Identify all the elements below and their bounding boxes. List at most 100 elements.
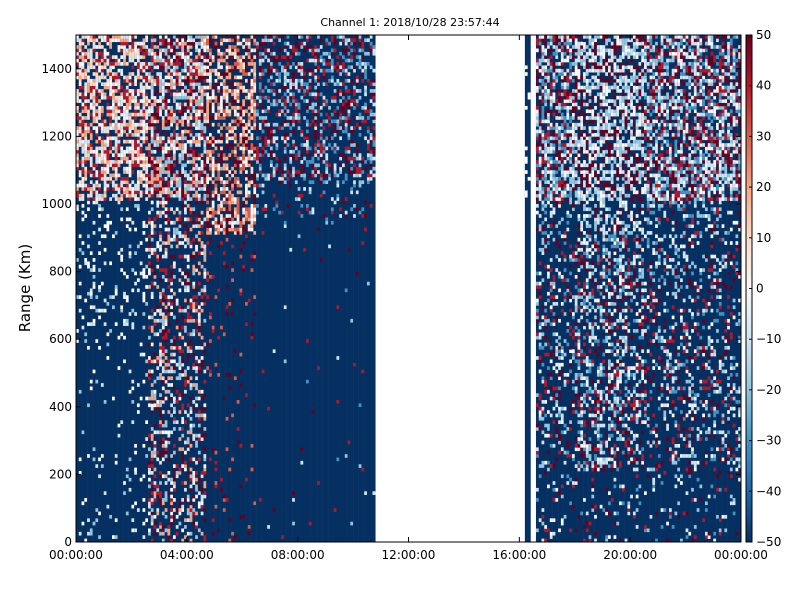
heatmap-cell bbox=[89, 62, 93, 66]
heatmap-cell bbox=[186, 447, 190, 452]
heatmap-cell bbox=[161, 457, 165, 462]
heatmap-cell bbox=[286, 109, 290, 114]
heatmap-cell bbox=[178, 268, 182, 272]
heatmap-cell bbox=[366, 109, 371, 114]
heatmap-cell bbox=[148, 356, 152, 360]
heatmap-cell bbox=[292, 149, 296, 154]
heatmap-column bbox=[547, 35, 551, 542]
heatmap-cell bbox=[184, 237, 188, 242]
heatmap-cell bbox=[322, 180, 326, 185]
heatmap-cell bbox=[250, 180, 254, 185]
heatmap-cell bbox=[538, 133, 542, 137]
heatmap-cell bbox=[239, 78, 243, 83]
heatmap-cell bbox=[220, 126, 224, 130]
heatmap-cell bbox=[544, 460, 548, 465]
heatmap-cell bbox=[87, 126, 91, 130]
heatmap-cell bbox=[164, 396, 168, 401]
heatmap-cell bbox=[535, 160, 540, 164]
heatmap-cell bbox=[189, 45, 193, 49]
heatmap-cell bbox=[186, 116, 190, 120]
heatmap-cell bbox=[228, 518, 232, 523]
heatmap-cell bbox=[253, 190, 257, 195]
heatmap-cell bbox=[308, 173, 312, 178]
heatmap-cell bbox=[78, 116, 82, 120]
heatmap-cell bbox=[167, 433, 171, 438]
heatmap-cell bbox=[297, 51, 301, 56]
heatmap-cell bbox=[322, 99, 326, 103]
heatmap-cell bbox=[242, 68, 246, 73]
heatmap-cell bbox=[214, 450, 218, 455]
heatmap-cell bbox=[125, 224, 129, 228]
heatmap-cell bbox=[139, 92, 143, 97]
heatmap-cell bbox=[164, 160, 168, 164]
heatmap-cell bbox=[549, 193, 553, 198]
heatmap-cell bbox=[347, 58, 351, 63]
heatmap-cell bbox=[278, 55, 282, 59]
heatmap-cell bbox=[136, 58, 141, 63]
heatmap-cell bbox=[256, 210, 260, 215]
heatmap-column bbox=[333, 35, 337, 542]
heatmap-cell bbox=[131, 504, 135, 509]
heatmap-cell bbox=[535, 163, 540, 168]
heatmap-cell bbox=[161, 48, 165, 53]
heatmap-cell bbox=[206, 278, 210, 283]
heatmap-cell bbox=[206, 112, 210, 117]
heatmap-cell bbox=[245, 214, 249, 218]
heatmap-cell bbox=[117, 251, 121, 255]
heatmap-column bbox=[364, 35, 368, 542]
heatmap-cell bbox=[172, 396, 177, 401]
heatmap-cell bbox=[233, 119, 238, 124]
heatmap-cell bbox=[159, 75, 163, 80]
heatmap-cell bbox=[197, 187, 201, 191]
heatmap-cell bbox=[76, 92, 80, 97]
heatmap-cell bbox=[172, 173, 177, 178]
heatmap-cell bbox=[145, 170, 149, 174]
heatmap-cell bbox=[95, 51, 99, 56]
heatmap-cell bbox=[159, 423, 163, 428]
heatmap-cell bbox=[220, 133, 224, 137]
heatmap-cell bbox=[148, 119, 152, 124]
heatmap-cell bbox=[175, 298, 179, 303]
heatmap-cell bbox=[125, 180, 129, 185]
heatmap-cell bbox=[330, 38, 334, 43]
heatmap-cell bbox=[225, 163, 229, 168]
heatmap-cell bbox=[109, 143, 113, 147]
heatmap-cell bbox=[81, 170, 85, 174]
heatmap-column bbox=[311, 35, 315, 542]
heatmap-cell bbox=[195, 62, 199, 66]
heatmap-cell bbox=[189, 376, 193, 381]
heatmap-cell bbox=[184, 55, 188, 59]
heatmap-cell bbox=[269, 65, 274, 70]
heatmap-cell bbox=[181, 315, 185, 320]
heatmap-cell bbox=[303, 89, 307, 93]
heatmap-cell bbox=[350, 99, 354, 103]
heatmap-cell bbox=[136, 244, 141, 249]
heatmap-cell bbox=[117, 146, 121, 151]
heatmap-cell bbox=[342, 95, 346, 100]
heatmap-cell bbox=[142, 508, 146, 512]
heatmap-cell bbox=[195, 484, 199, 489]
heatmap-cell bbox=[175, 65, 179, 70]
heatmap-cell bbox=[200, 224, 204, 228]
heatmap-cell bbox=[145, 129, 149, 134]
heatmap-cell bbox=[184, 271, 188, 276]
heatmap-cell bbox=[225, 99, 229, 103]
heatmap-cell bbox=[236, 214, 240, 218]
heatmap-cell bbox=[175, 531, 179, 536]
heatmap-cell bbox=[333, 48, 337, 53]
heatmap-cell bbox=[231, 170, 235, 174]
heatmap-cell bbox=[167, 231, 171, 235]
heatmap-cell bbox=[325, 217, 329, 222]
heatmap-cell bbox=[258, 166, 262, 171]
heatmap-cell bbox=[114, 535, 118, 539]
heatmap-cell bbox=[347, 440, 351, 445]
heatmap-cell bbox=[167, 38, 171, 43]
heatmap-cell bbox=[353, 92, 357, 97]
heatmap-cell bbox=[84, 160, 88, 164]
heatmap-cell bbox=[161, 312, 165, 316]
heatmap-cell bbox=[186, 443, 190, 448]
heatmap-cell bbox=[289, 156, 293, 161]
heatmap-cell bbox=[106, 136, 110, 141]
heatmap-cell bbox=[355, 156, 359, 161]
heatmap-cell bbox=[228, 538, 232, 543]
